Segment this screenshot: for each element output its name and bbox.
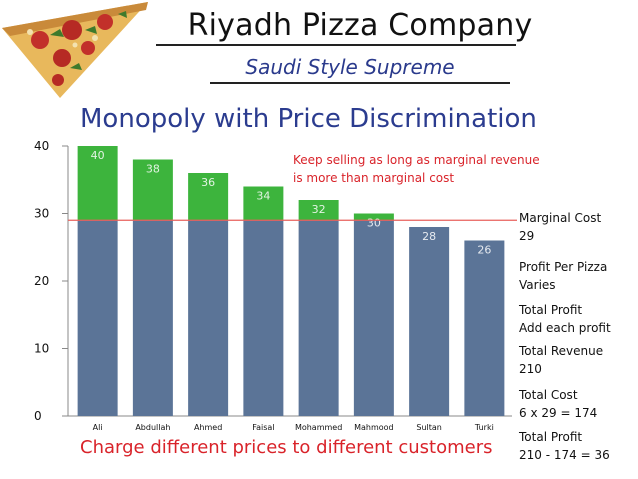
y-tick-label: 40 bbox=[34, 139, 49, 153]
bar-value-label: 34 bbox=[256, 190, 270, 203]
annotation-line-1: Keep selling as long as marginal revenue bbox=[293, 153, 540, 167]
slide-heading: Monopoly with Price Discrimination bbox=[80, 104, 537, 134]
note-label: Total Cost bbox=[519, 388, 578, 402]
chart-annotation: Keep selling as long as marginal revenue… bbox=[293, 151, 543, 187]
footer-caption: Charge different prices to different cus… bbox=[80, 437, 493, 458]
bar-value-label: 28 bbox=[422, 230, 436, 243]
bar-value-label: 40 bbox=[91, 149, 105, 162]
bar-value-label: 26 bbox=[477, 244, 491, 257]
x-category-label: Ali bbox=[93, 423, 103, 432]
note-label: Total Profit bbox=[519, 430, 583, 444]
bar-base-mohammed bbox=[298, 220, 339, 416]
bar-base-faisal bbox=[243, 220, 284, 416]
bar-base-ahmed bbox=[188, 220, 229, 416]
note-value: 29 bbox=[519, 229, 535, 243]
bar-base-sultan bbox=[409, 227, 450, 416]
x-category-label: Ahmed bbox=[194, 423, 222, 432]
title-underline bbox=[156, 44, 516, 46]
bar-base-mahmood bbox=[353, 220, 394, 416]
note-total-profit-result: Total Profit 210 - 174 = 36 bbox=[519, 428, 637, 464]
note-marginal-cost: Marginal Cost 29 bbox=[519, 209, 637, 245]
bar-value-label: 32 bbox=[312, 203, 326, 216]
y-tick-label: 30 bbox=[34, 207, 49, 221]
bar-profit-faisal bbox=[243, 186, 284, 221]
bar-profit-mahmood bbox=[353, 213, 394, 221]
y-tick-label: 10 bbox=[34, 342, 49, 356]
x-category-label: Abdullah bbox=[135, 423, 170, 432]
note-value: Varies bbox=[519, 278, 556, 292]
note-total-profit-method: Total Profit Add each profit bbox=[519, 301, 637, 337]
x-category-label: Turki bbox=[474, 423, 494, 432]
bar-value-label: 38 bbox=[146, 163, 160, 176]
x-category-label: Mohammed bbox=[295, 423, 342, 432]
note-total-revenue: Total Revenue 210 bbox=[519, 342, 637, 378]
y-tick-label: 20 bbox=[34, 274, 49, 288]
x-category-label: Sultan bbox=[416, 423, 441, 432]
pizza-slice-image bbox=[2, 2, 148, 98]
bar-value-label: 36 bbox=[201, 176, 215, 189]
page-title: Riyadh Pizza Company bbox=[187, 8, 533, 43]
annotation-line-2: is more than marginal cost bbox=[293, 171, 455, 185]
bar-base-abdullah bbox=[132, 220, 173, 416]
y-tick-label: 0 bbox=[34, 409, 42, 423]
note-total-cost: Total Cost 6 x 29 = 174 bbox=[519, 386, 637, 422]
note-label: Total Profit bbox=[519, 303, 583, 317]
note-value: 210 - 174 = 36 bbox=[519, 448, 610, 462]
bar-base-turki bbox=[464, 240, 505, 416]
note-value: 210 bbox=[519, 362, 542, 376]
x-category-label: Mahmood bbox=[354, 423, 394, 432]
note-value: 6 x 29 = 174 bbox=[519, 406, 598, 420]
note-value: Add each profit bbox=[519, 321, 611, 335]
bar-profit-abdullah bbox=[132, 159, 173, 221]
note-profit-per-pizza: Profit Per Pizza Varies bbox=[519, 258, 637, 294]
note-label: Marginal Cost bbox=[519, 211, 602, 225]
x-category-label: Faisal bbox=[252, 423, 274, 432]
bar-profit-ahmed bbox=[188, 173, 229, 221]
bar-profit-ali bbox=[77, 146, 118, 221]
bar-profit-mohammed bbox=[298, 200, 339, 221]
subtitle-underline bbox=[210, 82, 510, 84]
page-subtitle: Saudi Style Supreme bbox=[245, 55, 455, 79]
bar-value-label: 30 bbox=[367, 217, 381, 230]
note-label: Profit Per Pizza bbox=[519, 260, 608, 274]
bar-base-ali bbox=[77, 220, 118, 416]
note-label: Total Revenue bbox=[519, 344, 604, 358]
